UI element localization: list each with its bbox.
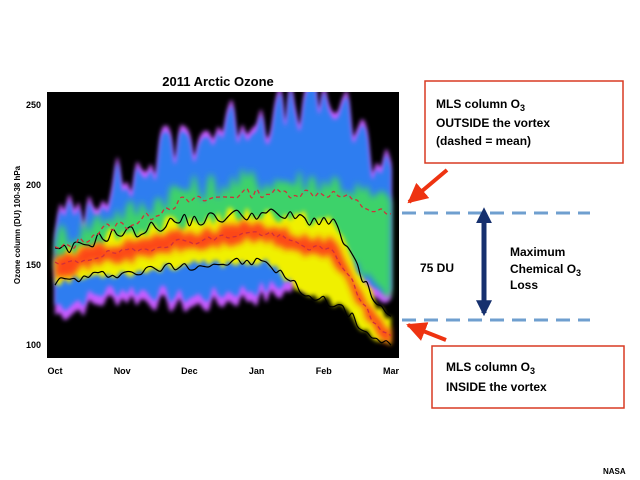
y-axis: 100 150 200 250	[26, 100, 41, 350]
x-tick-label: Feb	[316, 366, 333, 376]
chart-title: 2011 Arctic Ozone	[162, 74, 274, 89]
y-tick-label: 200	[26, 180, 41, 190]
inside-vortex-lower-contour	[54, 257, 392, 346]
y-tick-label: 100	[26, 340, 41, 350]
loss-label: Maximum Chemical O3 Loss	[510, 245, 581, 292]
loss-label-line1: Maximum	[510, 245, 565, 259]
data-layers	[54, 92, 392, 346]
outside-callout-line1: MLS column O3	[436, 97, 525, 113]
inside-callout-arrow	[406, 322, 447, 342]
x-tick-label: Nov	[114, 366, 131, 376]
y-tick-label: 250	[26, 100, 41, 110]
outside-vortex-callout: MLS column O3 OUTSIDE the vortex (dashed…	[424, 80, 624, 164]
x-axis: Oct Nov Dec Jan Feb Mar	[47, 366, 399, 376]
inside-callout-line2: INSIDE the vortex	[446, 380, 547, 394]
inside-callout-line1: MLS column O3	[446, 360, 535, 376]
y-tick-label: 150	[26, 260, 41, 270]
outside-callout-line2: OUTSIDE the vortex	[436, 116, 550, 130]
inside-vortex-callout: MLS column O3 INSIDE the vortex	[431, 345, 625, 409]
outside-vortex-mean-line	[54, 187, 392, 249]
credit-label: NASA	[603, 467, 626, 476]
loss-amount-label: 75 DU	[420, 261, 454, 275]
inside-vortex-upper-contour	[54, 208, 392, 317]
x-tick-label: Mar	[383, 366, 400, 376]
x-tick-label: Dec	[181, 366, 198, 376]
x-tick-label: Oct	[47, 366, 62, 376]
y-axis-label: Ozone column (DU) 100-38 hPa	[13, 165, 22, 284]
inside-vortex-mean-line	[54, 231, 392, 337]
outside-callout-line3: (dashed = mean)	[436, 134, 531, 148]
x-tick-label: Jan	[249, 366, 265, 376]
loss-label-line2: Chemical O3	[510, 262, 581, 278]
outside-callout-arrow	[407, 168, 449, 204]
loss-label-line3: Loss	[510, 278, 538, 292]
